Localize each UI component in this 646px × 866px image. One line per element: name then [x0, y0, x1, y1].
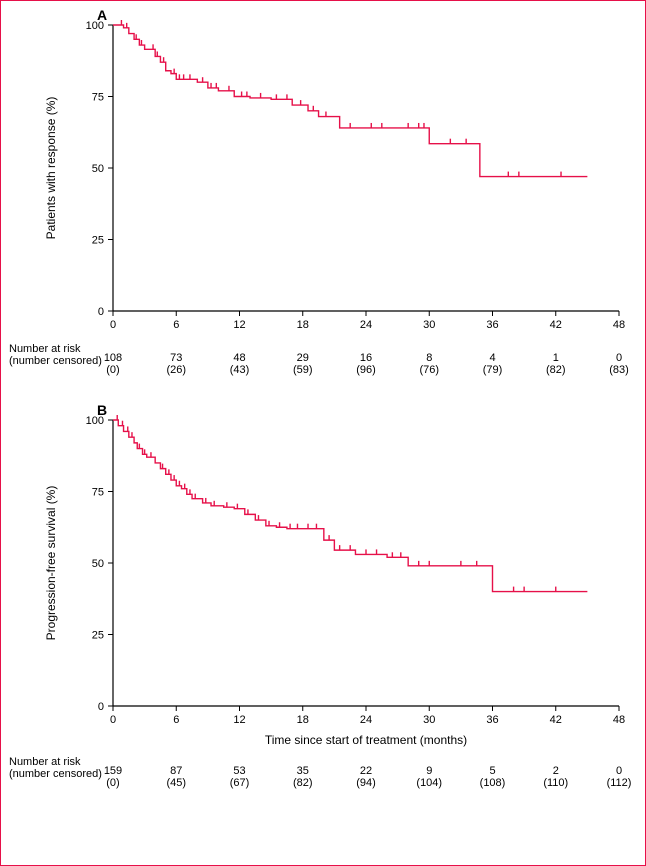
x-tick-label: 30	[423, 714, 435, 726]
x-tick-label: 30	[423, 319, 435, 331]
y-tick-label: 0	[98, 701, 104, 713]
y-tick-label: 75	[92, 92, 104, 104]
x-tick-label: 6	[173, 319, 179, 331]
x-tick-label: 24	[360, 319, 372, 331]
x-tick-label: 24	[360, 714, 372, 726]
x-tick-label: 18	[297, 714, 309, 726]
y-axis-label: Progression-free survival (%)	[44, 486, 58, 641]
x-tick-label: 36	[486, 319, 498, 331]
panel-b-chart: 06121824303642480255075100Progression-fr…	[9, 406, 637, 754]
x-tick-label: 18	[297, 319, 309, 331]
x-tick-label: 42	[550, 319, 562, 331]
y-tick-label: 25	[92, 630, 104, 642]
x-tick-label: 36	[486, 714, 498, 726]
y-tick-label: 0	[98, 306, 104, 318]
x-tick-label: 48	[613, 714, 625, 726]
panel-b: B 06121824303642480255075100Progression-…	[9, 406, 637, 836]
y-tick-label: 50	[92, 163, 104, 175]
y-tick-label: 50	[92, 558, 104, 570]
y-tick-label: 25	[92, 235, 104, 247]
panel-a: A 06121824303642480255075100Patients wit…	[9, 11, 637, 406]
x-axis-label: Time since start of treatment (months)	[265, 733, 467, 747]
panel-a-risk-table: Number at risk108734829168410(number cen…	[9, 343, 637, 375]
panel-b-risk-table: Number at risk159875335229520(number cen…	[9, 756, 637, 788]
x-tick-label: 12	[233, 714, 245, 726]
km-curve	[113, 25, 587, 177]
panel-a-chart: 06121824303642480255075100Patients with …	[9, 11, 637, 341]
panel-a-letter: A	[97, 7, 107, 23]
y-tick-label: 75	[92, 487, 104, 499]
x-tick-label: 0	[110, 319, 116, 331]
x-tick-label: 0	[110, 714, 116, 726]
panel-b-letter: B	[97, 402, 107, 418]
km-curve	[113, 420, 587, 592]
y-axis-label: Patients with response (%)	[44, 97, 58, 240]
x-tick-label: 42	[550, 714, 562, 726]
x-tick-label: 6	[173, 714, 179, 726]
x-tick-label: 48	[613, 319, 625, 331]
x-tick-label: 12	[233, 319, 245, 331]
